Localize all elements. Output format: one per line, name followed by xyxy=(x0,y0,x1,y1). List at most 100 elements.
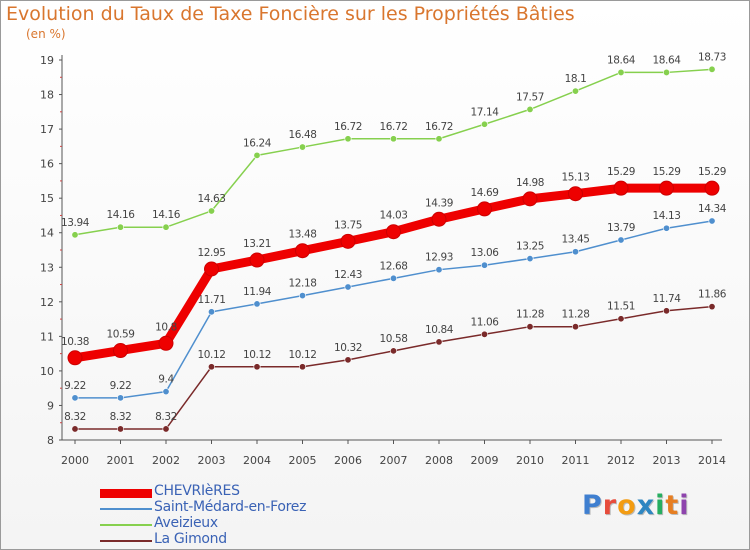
y-tick-label: 14 xyxy=(40,227,54,240)
data-point xyxy=(480,120,488,128)
data-point xyxy=(617,315,625,323)
data-label: 14.13 xyxy=(652,210,680,222)
data-point xyxy=(386,224,401,240)
data-label: 10.58 xyxy=(379,333,407,345)
data-label: 14.34 xyxy=(698,203,727,215)
chart-unit-label: (en %) xyxy=(26,27,66,41)
data-point xyxy=(71,425,79,433)
data-label: 14.03 xyxy=(379,210,407,222)
data-label: 15.29 xyxy=(607,166,635,178)
data-point xyxy=(162,223,170,231)
data-point xyxy=(117,223,125,231)
x-tick-label: 2006 xyxy=(334,454,362,467)
data-label: 11.28 xyxy=(561,309,589,321)
legend-label: La Gimond xyxy=(154,531,227,547)
data-point xyxy=(117,394,125,402)
series-saint-m-dard-en-forez: 9.22 9.22 9.4 11.71 11.94 12.18 12.43 12.68 12.9… xyxy=(64,203,727,402)
data-label: 13.75 xyxy=(334,219,362,231)
legend-label: CHEVRIèRES xyxy=(154,483,240,499)
data-point xyxy=(298,363,306,371)
data-point xyxy=(340,233,356,249)
data-label: 10.8 xyxy=(155,321,177,333)
data-label: 11.86 xyxy=(698,289,727,301)
data-point xyxy=(67,350,83,366)
data-label: 18.73 xyxy=(698,51,726,63)
axes: 8 9 10 11 12 13 14 15 16 17 18 19 2000 2001 2002 2003 20… xyxy=(40,54,726,467)
logo-letter: i xyxy=(679,490,690,521)
data-point xyxy=(662,224,670,232)
y-tick-label: 18 xyxy=(40,89,54,102)
data-point xyxy=(526,255,534,263)
data-point xyxy=(253,363,261,371)
data-label: 17.57 xyxy=(516,91,544,103)
data-point xyxy=(344,283,352,291)
legend-item: La Gimond xyxy=(100,531,360,549)
legend-swatch xyxy=(100,508,152,510)
y-tick-label: 10 xyxy=(40,365,54,378)
data-label: 18.64 xyxy=(607,54,636,66)
data-point xyxy=(522,191,538,207)
legend-label: Aveizieux xyxy=(154,515,218,531)
data-label: 13.79 xyxy=(607,222,635,234)
data-label: 13.06 xyxy=(470,247,499,259)
data-point xyxy=(298,143,306,151)
x-tick-label: 2004 xyxy=(243,454,271,467)
y-tick-label: 8 xyxy=(47,434,54,447)
y-tick-label: 12 xyxy=(40,296,54,309)
data-label: 13.21 xyxy=(243,238,271,250)
data-label: 11.71 xyxy=(197,294,225,306)
data-label: 11.51 xyxy=(607,301,635,313)
proxiti-logo: Proxiti xyxy=(582,490,690,521)
data-label: 11.74 xyxy=(652,293,681,305)
data-point xyxy=(249,252,265,268)
data-label: 15.29 xyxy=(698,166,726,178)
x-tick-label: 2010 xyxy=(516,454,544,467)
y-tick-label: 9 xyxy=(47,399,54,412)
x-tick-label: 2012 xyxy=(607,454,635,467)
legend-swatch xyxy=(100,524,152,526)
data-point xyxy=(435,135,443,143)
x-tick-label: 2002 xyxy=(152,454,180,467)
data-label: 13.94 xyxy=(61,217,90,229)
data-label: 11.94 xyxy=(243,286,272,298)
data-label: 12.68 xyxy=(379,260,407,272)
data-label: 9.22 xyxy=(110,380,132,392)
data-point xyxy=(389,274,397,282)
data-point xyxy=(158,335,174,351)
logo-letter: r xyxy=(602,490,618,521)
x-tick-label: 2014 xyxy=(698,454,726,467)
data-point xyxy=(389,135,397,143)
logo-letter: x xyxy=(636,490,656,521)
data-label: 18.64 xyxy=(652,54,681,66)
y-tick-label: 19 xyxy=(40,54,54,67)
data-label: 18.1 xyxy=(565,73,587,85)
legend-item: CHEVRIèRES xyxy=(100,483,360,501)
series-aveizieux: 13.94 14.16 14.16 14.63 16.24 16.48 16.72 16.72… xyxy=(61,51,726,239)
data-label: 10.12 xyxy=(288,349,316,361)
data-point xyxy=(613,180,629,196)
data-label: 17.14 xyxy=(470,106,499,118)
data-label: 15.13 xyxy=(561,172,589,184)
data-point xyxy=(704,180,720,196)
data-label: 14.16 xyxy=(152,209,181,221)
data-point xyxy=(617,68,625,76)
legend-item: Saint-Médard-en-Forez xyxy=(100,499,360,517)
series-la-gimond: 8.32 8.32 8.32 10.12 10.12 10.12 10.32 10.58 10.… xyxy=(64,289,727,433)
data-point xyxy=(344,356,352,364)
data-label: 14.16 xyxy=(106,209,135,221)
legend-swatch xyxy=(100,489,152,498)
data-point xyxy=(71,394,79,402)
data-point xyxy=(662,68,670,76)
data-label: 10.84 xyxy=(425,324,454,336)
data-label: 12.18 xyxy=(288,278,316,290)
data-point xyxy=(71,231,79,239)
data-point xyxy=(708,65,716,73)
data-label: 15.29 xyxy=(652,166,680,178)
data-point xyxy=(208,363,216,371)
data-label: 13.48 xyxy=(288,229,316,241)
y-tick-label: 13 xyxy=(40,261,54,274)
data-label: 10.12 xyxy=(197,349,225,361)
data-point xyxy=(571,87,579,95)
x-tick-label: 2011 xyxy=(562,454,590,467)
